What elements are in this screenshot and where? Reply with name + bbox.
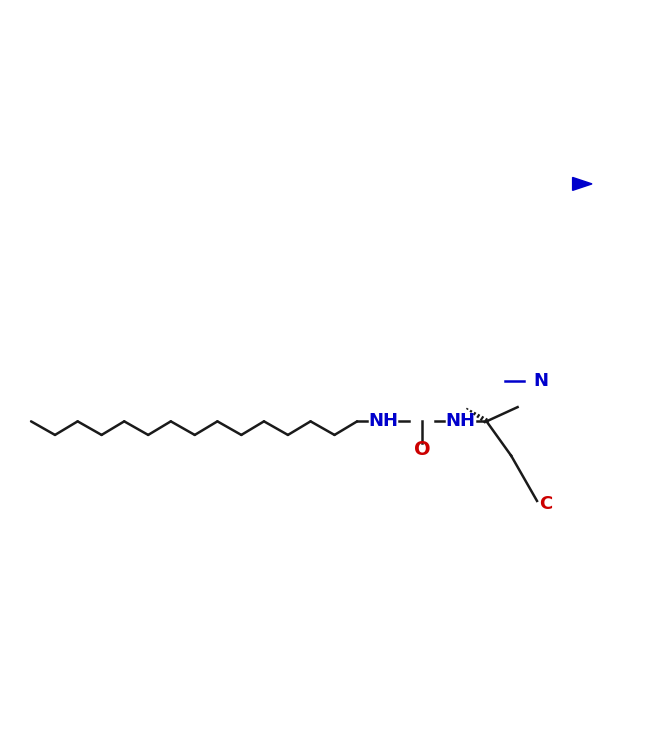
- Text: NH: NH: [446, 412, 476, 430]
- Text: C: C: [539, 495, 552, 513]
- Text: NH: NH: [368, 412, 398, 430]
- Polygon shape: [573, 178, 592, 191]
- Text: O: O: [413, 440, 430, 459]
- Text: N: N: [534, 372, 549, 390]
